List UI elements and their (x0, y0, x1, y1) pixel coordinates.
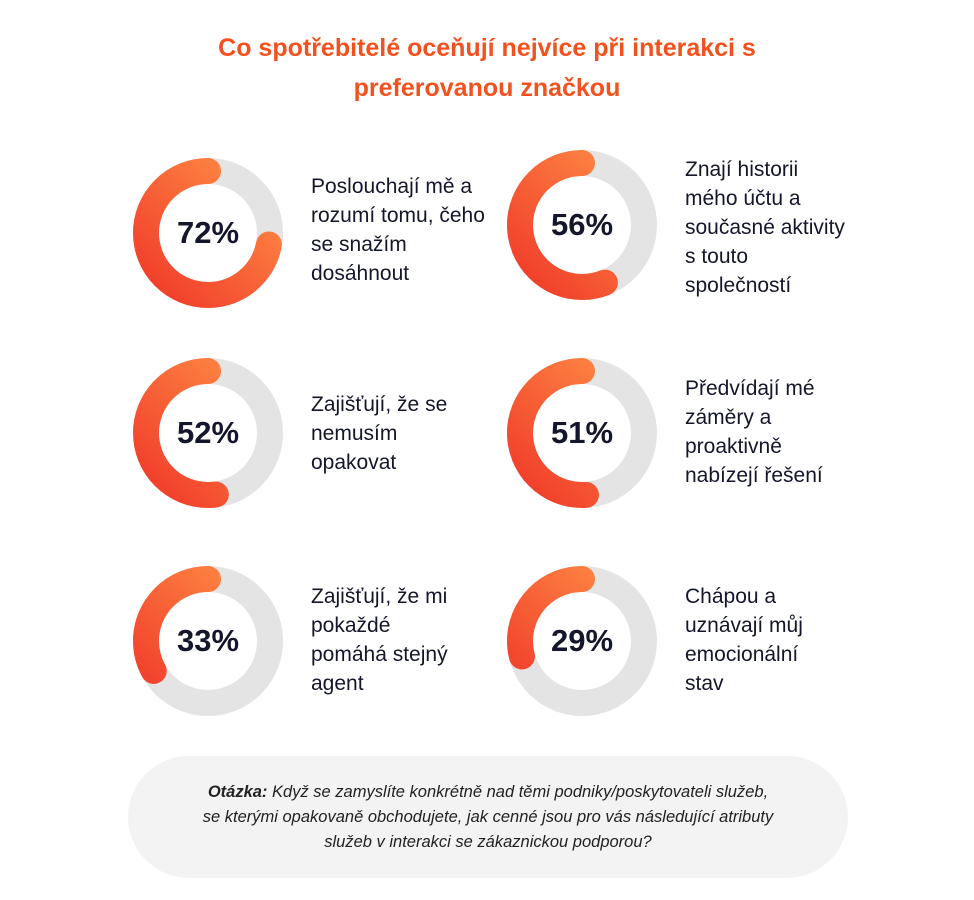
donut-arc-2 (507, 150, 657, 300)
donut-chart-4 (507, 358, 657, 508)
chart-title-line2: preferovanou značkou (353, 74, 621, 102)
donut-item-1: 72% Poslouchají mě a rozumí tomu, čeho s… (133, 158, 533, 318)
donut-chart-1 (133, 158, 283, 308)
donut-value-4: 51% (550, 415, 614, 450)
donut-value-3: 52% (176, 415, 240, 450)
donut-label-6: Chápou a uznávají můj emocionální stav (685, 585, 803, 695)
donut-chart-3 (133, 358, 283, 508)
donut-label-5: Zajišťují, že mi pokaždé pomáhá stejný a… (311, 585, 448, 695)
donut-arc-6 (507, 566, 657, 716)
donut-label-3: Zajišťují, že se nemusím opakovat (311, 393, 448, 474)
donut-value-5: 33% (176, 623, 240, 658)
donut-value-6: 29% (550, 623, 614, 658)
donut-label-2: Znají historii mého účtu a současné akti… (685, 158, 845, 297)
donut-arc-5 (133, 566, 283, 716)
donut-arc-3 (133, 358, 283, 508)
donut-item-6: 29% Chápou a uznávají můj emocionální st… (507, 566, 907, 726)
donut-label-4: Předvídají mé záměry a proaktivně nabíze… (685, 377, 823, 487)
donut-value-1: 72% (176, 215, 240, 250)
question-body: Když se zamyslíte konkrétně nad těmi pod… (202, 782, 774, 851)
chart-title-line1: Co spotřebitelé oceňují nejvíce při inte… (218, 34, 756, 62)
donut-arc-4 (507, 358, 657, 508)
donut-chart-5 (133, 566, 283, 716)
question-note-text: Otázka: Když se zamyslíte konkrétně nad … (198, 780, 778, 855)
donut-arc-1 (133, 158, 283, 308)
donut-item-5: 33% Zajišťují, že mi pokaždé pomáhá stej… (133, 566, 533, 726)
donut-chart-6 (507, 566, 657, 716)
question-prefix: Otázka: (207, 782, 268, 801)
donut-label-1: Poslouchají mě a rozumí tomu, čeho se sn… (311, 175, 485, 285)
donut-item-3: 52% Zajišťují, že se nemusím opakovat (133, 358, 533, 518)
chart-title: Co spotřebitelé oceňují nejvíce při inte… (0, 28, 974, 108)
question-note: Otázka: Když se zamyslíte konkrétně nad … (128, 756, 848, 878)
donut-chart-2 (507, 150, 657, 300)
donut-item-4: 51% Předvídají mé záměry a proaktivně na… (507, 358, 907, 518)
donut-value-2: 56% (550, 207, 614, 242)
donut-item-2: 56% Znají historii mého účtu a současné … (507, 150, 907, 310)
